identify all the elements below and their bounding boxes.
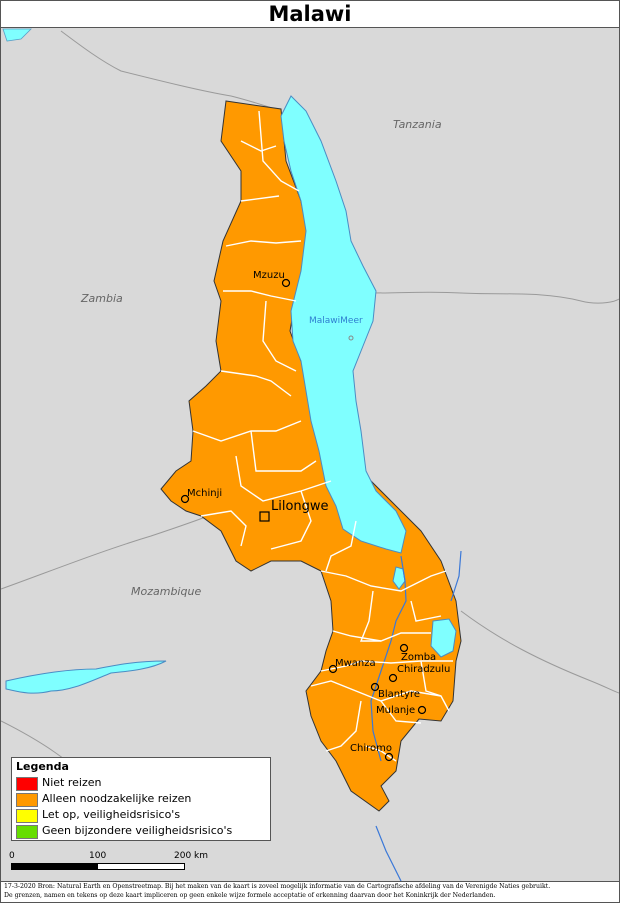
- city-label-zomba: Zomba: [401, 652, 436, 663]
- district-line: [325, 700, 362, 752]
- district-line: [410, 600, 442, 622]
- district-line: [420, 660, 450, 712]
- city-marker-mchinji: [180, 494, 190, 504]
- district-line: [258, 110, 300, 192]
- city-marker-chiradzulu: [388, 673, 398, 683]
- district-line: [320, 570, 447, 592]
- legend-swatch: [16, 777, 38, 791]
- lake-west: [5, 660, 167, 694]
- city-marker-chiromo: [384, 752, 394, 762]
- district-line: [365, 745, 397, 762]
- lake-chilwa: [430, 618, 457, 658]
- city-label-mchinji: Mchinji: [187, 488, 222, 499]
- country-label-zambia: Zambia: [80, 292, 123, 305]
- capital-marker-lilongwe: [259, 511, 270, 522]
- legend-label: Alleen noodzakelijke reizen: [42, 792, 192, 805]
- district-line: [200, 510, 247, 547]
- legend-swatch: [16, 825, 38, 839]
- city-label-mulanje: Mulanje: [376, 705, 415, 716]
- district-line: [380, 700, 422, 724]
- city-label-mwanza: Mwanza: [335, 658, 376, 669]
- country-label-mozambique: Mozambique: [131, 585, 201, 598]
- map-title: Malawi: [268, 2, 352, 26]
- district-line: [235, 455, 332, 502]
- district-line: [223, 290, 297, 302]
- district-line: [240, 140, 277, 152]
- footer-line-source: 17-3-2020 Bron: Natural Earth en Openstr…: [4, 883, 551, 890]
- scale-tick-200: 200 km: [174, 851, 209, 861]
- district-line: [270, 490, 312, 550]
- title-bar: Malawi: [1, 1, 619, 28]
- district-line: [220, 370, 292, 397]
- legend-title: Legenda: [16, 760, 69, 773]
- city-marker-mwanza: [328, 664, 338, 674]
- district-line: [225, 240, 302, 247]
- map-canvas: Tanzania Zambia Mozambique MalawiMeer Mz…: [1, 1, 619, 881]
- district-line: [250, 430, 317, 472]
- city-markers: [180, 278, 427, 762]
- legend-swatch: [16, 793, 38, 807]
- scale-bar: 0 100 200 km: [9, 851, 219, 873]
- city-marker-mulanje: [417, 705, 427, 715]
- lake-malombe: [392, 566, 406, 590]
- legend-label: Niet reizen: [42, 776, 102, 789]
- legend-label: Geen bijzondere veiligheidsrisico's: [42, 824, 233, 837]
- legend-swatch: [16, 809, 38, 823]
- border-tanzania-zambia: [60, 30, 282, 112]
- city-label-mzuzu: Mzuzu: [253, 270, 285, 281]
- scale-bar-outline: [11, 863, 185, 870]
- district-line: [310, 680, 442, 702]
- river-shire: [370, 555, 407, 762]
- district-line: [240, 195, 280, 202]
- country-label-tanzania: Tanzania: [393, 118, 442, 131]
- footer-disclaimer: 17-3-2020 Bron: Natural Earth en Openstr…: [1, 881, 619, 902]
- legend: Legenda Niet reizen Alleen noodzakelijke…: [11, 757, 271, 841]
- scale-tick-100: 100: [89, 851, 107, 861]
- footer-line-disclaimer: De grenzen, namen en tekens op deze kaar…: [4, 891, 496, 899]
- legend-label: Let op, veiligheidsrisico's: [42, 808, 181, 821]
- city-marker-zomba: [399, 643, 409, 653]
- river-east: [450, 550, 462, 602]
- rivers: [370, 550, 462, 881]
- border-tanzania-mozambique: [372, 291, 619, 304]
- capital-label-lilongwe: Lilongwe: [271, 499, 329, 514]
- lake-label: MalawiMeer: [309, 316, 363, 326]
- district-line: [325, 520, 357, 572]
- district-line: [262, 300, 297, 372]
- scale-bar-fill: [12, 864, 98, 869]
- lake-malawi: [280, 95, 407, 554]
- city-label-chiromo: Chiromo: [350, 743, 392, 754]
- city-marker-blantyre: [370, 682, 380, 692]
- city-marker-mzuzu: [281, 278, 291, 288]
- district-line: [332, 630, 431, 642]
- international-borders: [1, 30, 619, 792]
- city-label-chiradzulu: Chiradzulu: [397, 664, 450, 675]
- border-zambia-mozambique: [1, 512, 217, 590]
- city-label-blantyre: Blantyre: [378, 689, 420, 700]
- scale-tick-0: 0: [9, 851, 15, 861]
- lake-fragment-northwest: [2, 28, 32, 42]
- district-line: [359, 590, 381, 642]
- district-line: [320, 660, 453, 672]
- river-south: [375, 825, 402, 881]
- district-boundaries: [192, 110, 453, 762]
- island-marker: [348, 335, 354, 341]
- border-east: [460, 610, 619, 694]
